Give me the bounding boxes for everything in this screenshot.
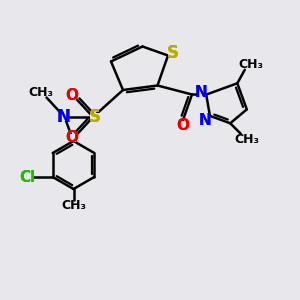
Bar: [196, 88, 205, 96]
Text: N: N: [194, 85, 207, 100]
Text: O: O: [65, 88, 78, 104]
Bar: [90, 113, 99, 121]
Text: CH₃: CH₃: [234, 133, 259, 146]
Text: O: O: [65, 130, 78, 146]
Text: S: S: [167, 44, 178, 62]
Bar: [67, 92, 76, 100]
Text: N: N: [199, 113, 212, 128]
Text: O: O: [65, 130, 78, 146]
Text: Cl: Cl: [19, 169, 35, 184]
Bar: [201, 117, 210, 124]
Bar: [22, 173, 32, 181]
Bar: [59, 113, 67, 121]
Text: S: S: [88, 108, 101, 126]
Text: Cl: Cl: [19, 169, 35, 184]
Text: S: S: [88, 108, 101, 126]
Text: CH₃: CH₃: [61, 199, 86, 212]
Text: N: N: [56, 108, 70, 126]
Text: CH₃: CH₃: [28, 85, 54, 99]
Text: S: S: [167, 44, 178, 62]
Text: N: N: [199, 113, 212, 128]
Text: CH₃: CH₃: [238, 58, 263, 71]
Text: N: N: [194, 85, 207, 100]
Bar: [67, 134, 76, 142]
Bar: [168, 48, 177, 57]
Text: O: O: [176, 118, 189, 133]
Text: O: O: [65, 88, 78, 104]
Text: N: N: [56, 108, 70, 126]
Text: O: O: [176, 118, 189, 133]
Bar: [178, 122, 187, 129]
